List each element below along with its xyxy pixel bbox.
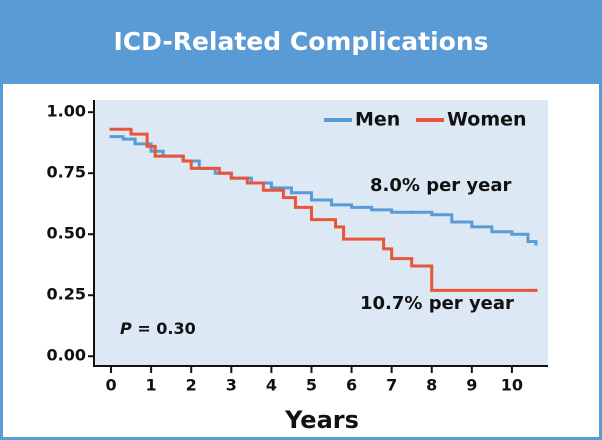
p-text: = 0.30 [137,319,195,338]
y-tick-label: 0.50 [47,224,86,243]
legend-label: Men [355,109,400,131]
header [0,0,602,84]
x-tick-label: 1 [146,376,157,395]
annotation: 8.0% per year [370,175,512,196]
x-tick-label: 7 [386,376,397,395]
x-tick-label: 0 [105,376,116,395]
x-tick-label: 3 [226,376,237,395]
x-tick-label: 9 [466,376,477,395]
chart-title: ICD-Related Complications [113,27,488,56]
legend-label: Women [447,109,527,131]
x-tick-label: 4 [266,376,277,395]
x-axis-title: Years [284,406,359,434]
annotation: 10.7% per year [360,293,514,314]
p-symbol: P [120,319,132,338]
x-tick-label: 8 [426,376,437,395]
x-tick-label: 5 [306,376,317,395]
y-tick-label: 0.75 [47,163,86,182]
x-tick-label: 6 [346,376,357,395]
x-tick-label: 10 [501,376,523,395]
plot-area [95,100,548,366]
y-tick-label: 1.00 [47,102,86,121]
y-tick-label: 0.25 [47,285,86,304]
x-tick-label: 2 [186,376,197,395]
p-value: P = 0.30 [120,319,196,338]
y-tick-label: 0.00 [47,346,86,365]
